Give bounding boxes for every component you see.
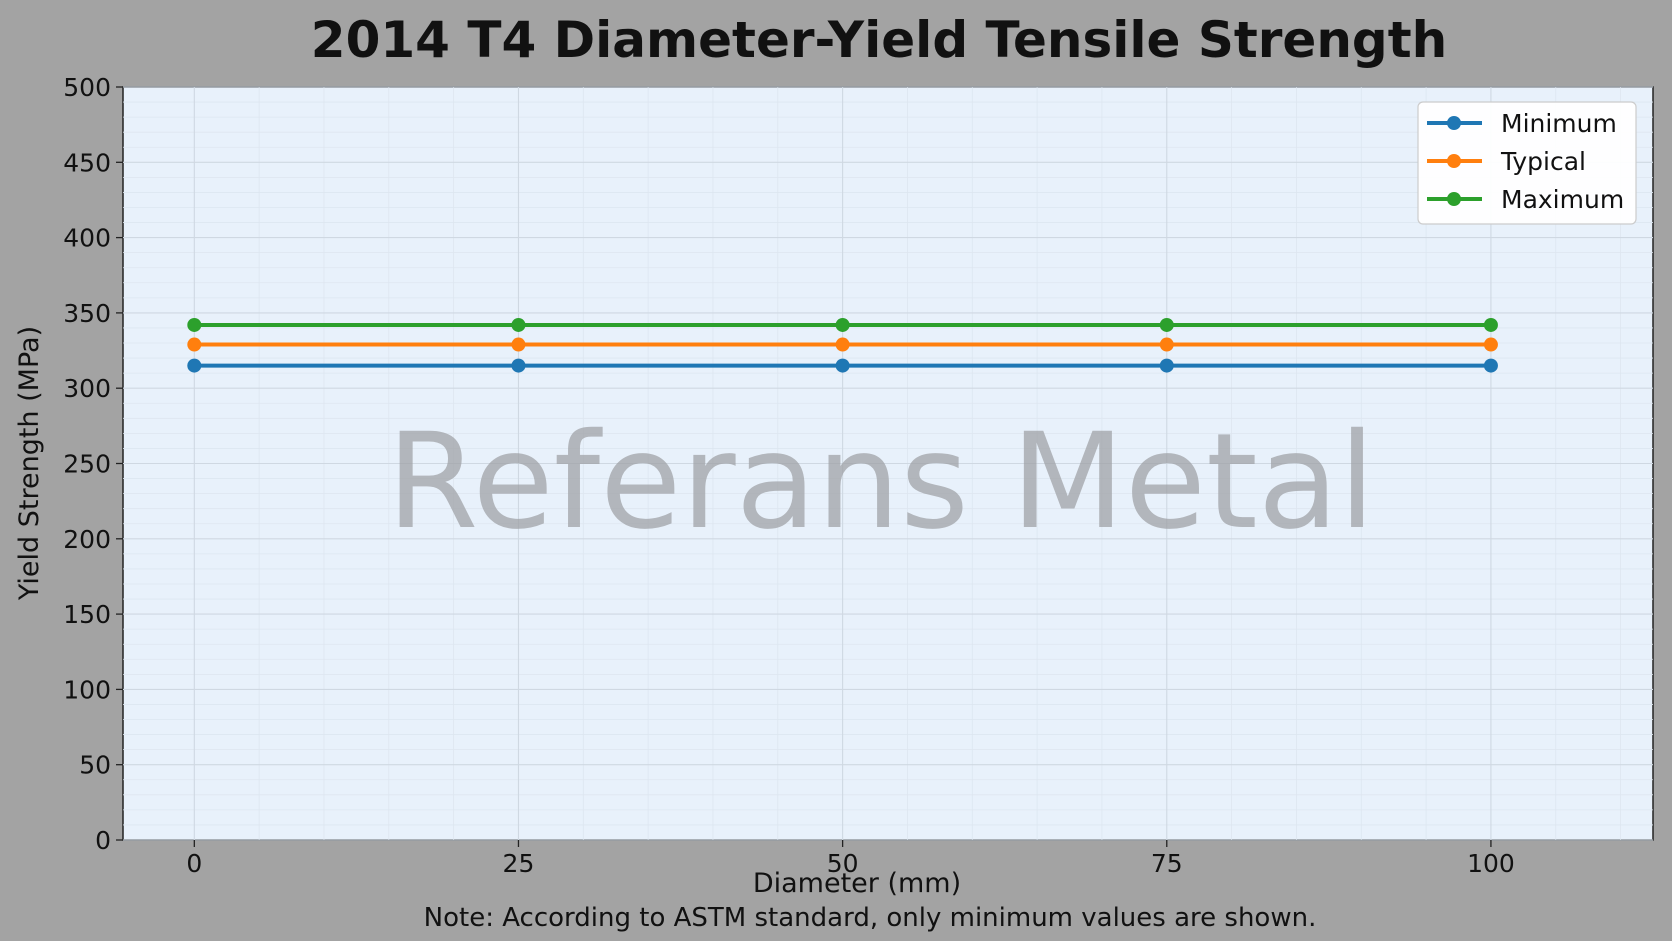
- x-tick-label: 100: [1467, 849, 1515, 878]
- data-point-minimum: [1483, 358, 1498, 373]
- y-tick-label: 350: [63, 299, 111, 328]
- y-tick-label: 400: [63, 224, 111, 253]
- y-tick-label: 250: [63, 450, 111, 479]
- data-point-typical: [511, 337, 526, 352]
- chart-title: 2014 T4 Diameter-Yield Tensile Strength: [311, 11, 1447, 69]
- data-point-maximum: [511, 317, 526, 332]
- legend-swatch-marker: [1447, 116, 1461, 130]
- series-layer: [187, 317, 1498, 373]
- data-point-maximum: [1159, 317, 1174, 332]
- data-point-typical: [187, 337, 202, 352]
- data-point-maximum: [1483, 317, 1498, 332]
- legend-label: Maximum: [1501, 185, 1624, 214]
- legend-item-typical: Typical: [1427, 147, 1586, 176]
- grid-lines: [123, 86, 1653, 841]
- data-point-minimum: [511, 358, 526, 373]
- legend-label: Typical: [1500, 147, 1586, 176]
- chart-note: Note: According to ASTM standard, only m…: [424, 903, 1317, 933]
- legend-item-minimum: Minimum: [1427, 109, 1617, 138]
- x-tick-label: 75: [1151, 849, 1183, 878]
- series-typical: [187, 337, 1498, 352]
- legend: Minimum Typical Maximum: [1417, 101, 1637, 225]
- y-tick-label: 50: [79, 751, 111, 780]
- data-point-maximum: [835, 317, 850, 332]
- data-point-minimum: [1159, 358, 1174, 373]
- y-tick-label: 200: [63, 525, 111, 554]
- y-tick-label: 500: [63, 73, 111, 102]
- x-tick-label: 50: [827, 849, 859, 878]
- watermark-text: Referans Metal: [387, 405, 1376, 559]
- legend-label: Minimum: [1501, 109, 1617, 138]
- legend-swatch-marker: [1447, 154, 1461, 168]
- y-tick-label: 300: [63, 374, 111, 403]
- y-tick-label: 450: [63, 148, 111, 177]
- data-point-minimum: [187, 358, 202, 373]
- data-point-maximum: [187, 317, 202, 332]
- x-tick-label: 25: [503, 849, 535, 878]
- x-axis-label: Diameter (mm): [753, 868, 961, 899]
- data-point-typical: [1483, 337, 1498, 352]
- legend-item-maximum: Maximum: [1427, 185, 1624, 214]
- y-tick-label: 150: [63, 600, 111, 629]
- series-minimum: [187, 358, 1498, 373]
- series-maximum: [187, 317, 1498, 332]
- y-tick-label: 100: [63, 675, 111, 704]
- data-point-typical: [835, 337, 850, 352]
- legend-swatch-marker: [1447, 192, 1461, 206]
- data-point-minimum: [835, 358, 850, 373]
- y-tick-label: 0: [95, 826, 111, 855]
- x-tick-label: 0: [186, 849, 202, 878]
- y-axis-label: Yield Strength (MPa): [14, 326, 45, 601]
- axes: 0 50 100 150 200 250 300 350 400 450 500 0 25 50 75 100: [63, 73, 1515, 878]
- data-point-typical: [1159, 337, 1174, 352]
- legend-box: [1417, 101, 1637, 225]
